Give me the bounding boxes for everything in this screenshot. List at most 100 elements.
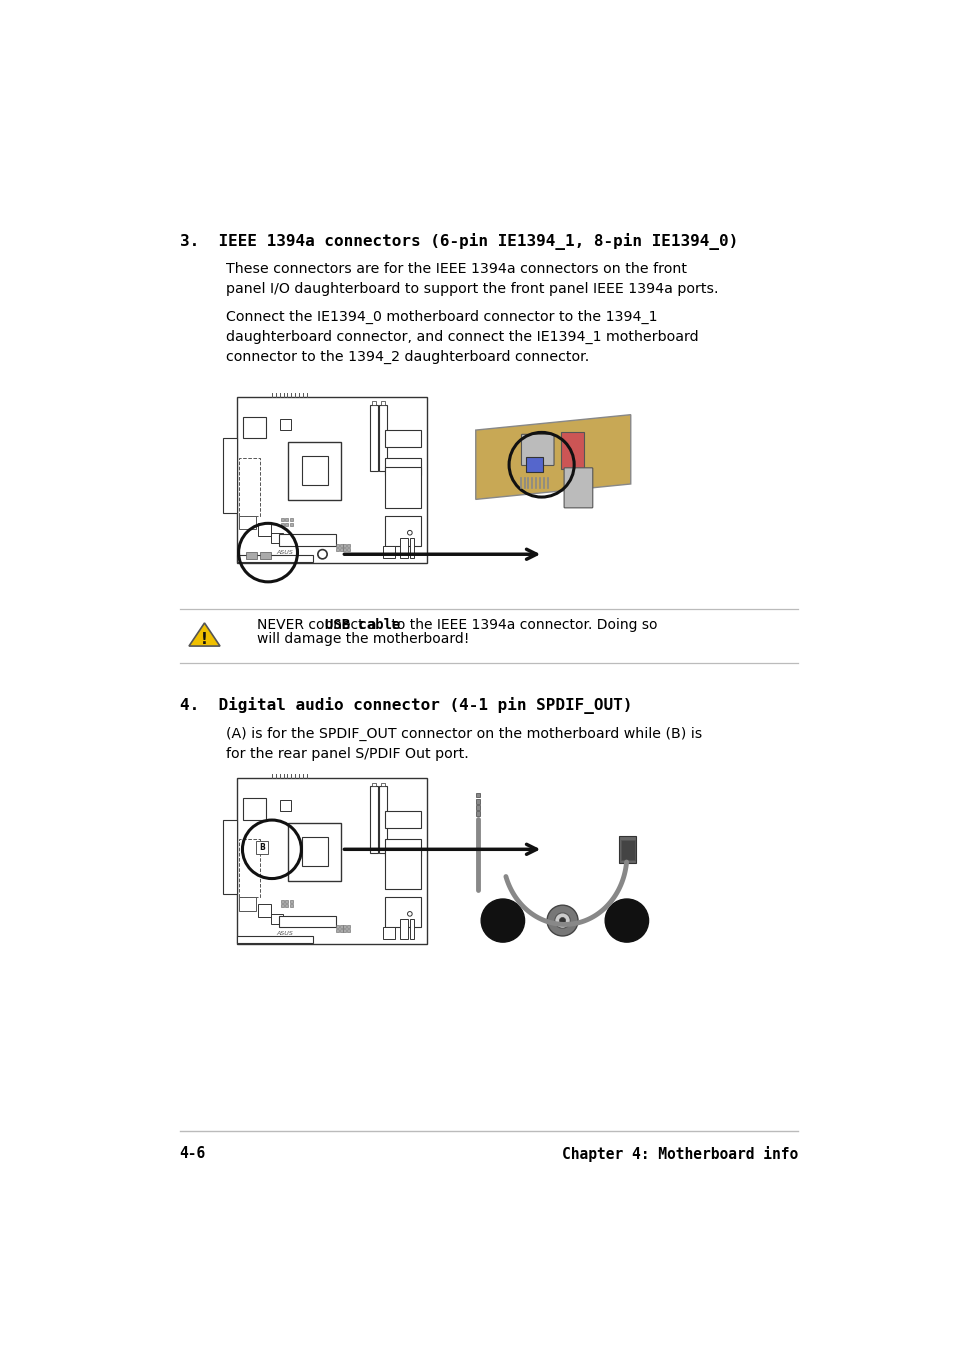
Bar bbox=[347, 544, 350, 547]
Bar bbox=[347, 549, 350, 551]
Bar bbox=[257, 523, 271, 536]
Bar bbox=[476, 805, 480, 809]
Bar bbox=[279, 800, 291, 811]
Bar bbox=[385, 847, 421, 889]
Bar bbox=[370, 405, 377, 471]
Bar bbox=[238, 839, 260, 897]
Bar bbox=[288, 823, 341, 881]
Bar bbox=[290, 519, 293, 521]
Bar bbox=[385, 516, 421, 546]
Bar bbox=[255, 842, 268, 854]
Bar bbox=[347, 929, 350, 932]
Bar bbox=[280, 900, 284, 902]
Bar bbox=[343, 544, 346, 547]
Text: ASUS: ASUS bbox=[275, 550, 293, 555]
Bar bbox=[280, 519, 284, 521]
Bar bbox=[339, 929, 342, 932]
Bar bbox=[370, 786, 377, 852]
Text: NEVER connect a: NEVER connect a bbox=[257, 617, 381, 632]
Bar bbox=[381, 401, 385, 405]
Text: 4-6: 4-6 bbox=[179, 1146, 206, 1161]
Bar bbox=[260, 551, 271, 559]
Bar bbox=[243, 417, 266, 438]
FancyBboxPatch shape bbox=[563, 467, 592, 508]
Bar bbox=[343, 929, 346, 932]
Bar bbox=[618, 836, 636, 863]
Bar bbox=[223, 438, 236, 513]
Bar bbox=[385, 839, 421, 857]
Bar bbox=[383, 927, 395, 939]
Bar bbox=[335, 544, 338, 547]
Bar bbox=[476, 793, 480, 797]
Text: Connect the IE1394_0 motherboard connector to the 1394_1
daughterboard connector: Connect the IE1394_0 motherboard connect… bbox=[226, 309, 699, 365]
Bar bbox=[301, 457, 328, 485]
Bar bbox=[381, 782, 385, 786]
Bar bbox=[560, 431, 583, 469]
Bar bbox=[238, 516, 255, 530]
Bar bbox=[257, 904, 271, 917]
Text: !: ! bbox=[201, 632, 208, 647]
Text: B: B bbox=[258, 843, 264, 852]
Bar bbox=[278, 535, 335, 546]
Circle shape bbox=[546, 905, 578, 936]
Text: ASUS: ASUS bbox=[275, 931, 293, 936]
Bar bbox=[383, 546, 395, 558]
Polygon shape bbox=[189, 623, 220, 646]
Bar bbox=[243, 798, 266, 820]
Bar bbox=[385, 430, 421, 447]
Bar bbox=[223, 820, 236, 894]
Bar bbox=[335, 925, 338, 928]
Text: These connectors are for the IEEE 1394a connectors on the front
panel I/O daught: These connectors are for the IEEE 1394a … bbox=[226, 262, 718, 296]
Bar bbox=[339, 925, 342, 928]
Circle shape bbox=[604, 898, 648, 942]
Text: 4.  Digital audio connector (4-1 pin SPDIF_OUT): 4. Digital audio connector (4-1 pin SPDI… bbox=[179, 697, 632, 715]
Circle shape bbox=[407, 531, 412, 535]
Bar bbox=[280, 904, 284, 908]
Bar bbox=[236, 555, 313, 562]
Bar bbox=[385, 811, 421, 828]
Bar bbox=[301, 838, 328, 866]
Text: 3.  IEEE 1394a connectors (6-pin IE1394_1, 8-pin IE1394_0): 3. IEEE 1394a connectors (6-pin IE1394_1… bbox=[179, 232, 738, 250]
Bar bbox=[525, 457, 542, 473]
Circle shape bbox=[558, 917, 565, 924]
Bar bbox=[285, 904, 288, 908]
Bar bbox=[379, 405, 387, 471]
Text: will damage the motherboard!: will damage the motherboard! bbox=[257, 632, 469, 646]
Circle shape bbox=[555, 913, 570, 928]
Text: (A) is for the SPDIF_OUT connector on the motherboard while (B) is
for the rear : (A) is for the SPDIF_OUT connector on th… bbox=[226, 727, 701, 761]
Bar bbox=[278, 916, 335, 927]
Bar bbox=[271, 532, 282, 543]
Bar bbox=[279, 419, 291, 430]
Polygon shape bbox=[476, 415, 630, 500]
Bar bbox=[238, 458, 260, 516]
Bar bbox=[343, 925, 346, 928]
Bar bbox=[339, 544, 342, 547]
Bar bbox=[288, 442, 341, 500]
Bar bbox=[236, 778, 427, 943]
Circle shape bbox=[407, 912, 412, 916]
Text: to the IEEE 1394a connector. Doing so: to the IEEE 1394a connector. Doing so bbox=[386, 617, 657, 632]
Bar bbox=[339, 549, 342, 551]
Bar bbox=[385, 897, 421, 927]
Bar bbox=[236, 936, 313, 943]
Bar bbox=[385, 466, 421, 508]
Bar bbox=[372, 782, 375, 786]
Bar bbox=[343, 549, 346, 551]
Bar bbox=[410, 919, 414, 939]
Bar bbox=[271, 913, 282, 924]
Bar bbox=[285, 900, 288, 902]
Bar bbox=[290, 523, 293, 526]
Bar bbox=[335, 549, 338, 551]
Bar bbox=[285, 523, 288, 526]
Bar bbox=[372, 401, 375, 405]
Bar bbox=[400, 919, 408, 939]
Text: Chapter 4: Motherboard info: Chapter 4: Motherboard info bbox=[561, 1146, 798, 1162]
Bar bbox=[236, 397, 427, 562]
Bar bbox=[379, 786, 387, 852]
FancyBboxPatch shape bbox=[521, 434, 554, 466]
Bar bbox=[400, 538, 408, 558]
Bar bbox=[620, 840, 634, 859]
Bar bbox=[476, 811, 480, 816]
Bar bbox=[238, 897, 255, 911]
Bar bbox=[290, 900, 293, 902]
